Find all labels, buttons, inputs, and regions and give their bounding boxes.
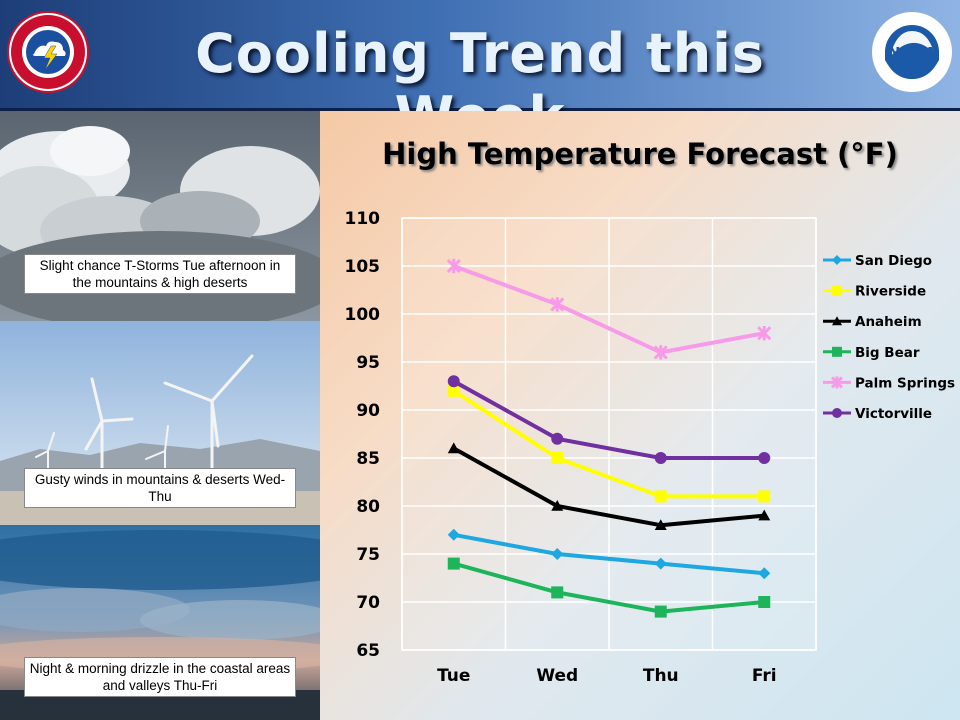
x-tick-label: Wed	[536, 666, 578, 686]
data-point-anaheim	[654, 519, 667, 530]
noaa-logo: NOAA	[872, 12, 952, 92]
data-point-san-diego	[654, 557, 667, 570]
chart-panel: High Temperature Forecast (°F) 110 105 100…	[320, 111, 960, 720]
y-tick-label: 100	[345, 305, 381, 325]
header-banner: Cooling Trend this Week NOAA	[0, 0, 960, 148]
y-tick-label: 90	[356, 401, 380, 421]
wind-caption: Gusty winds in mountains & deserts Wed-T…	[24, 468, 296, 508]
data-point-anaheim	[447, 442, 460, 454]
series-line-anaheim	[452, 446, 765, 528]
data-point-riverside	[551, 452, 564, 464]
y-tick-label: 95	[356, 353, 380, 373]
data-point-victorville	[447, 375, 460, 388]
data-point-riverside	[758, 490, 771, 503]
data-point-palm-springs	[550, 297, 565, 312]
legend-label-riverside: Riverside	[855, 284, 926, 300]
series-line-san-diego	[453, 532, 765, 576]
data-point-palm-springs	[446, 258, 461, 274]
y-tick-label: 105	[345, 257, 381, 277]
x-tick-label: Fri	[752, 666, 777, 686]
data-point-victorville	[654, 452, 667, 464]
data-point-big-bear	[654, 605, 667, 618]
data-point-palm-springs	[653, 345, 668, 360]
x-tick-label: Thu	[643, 666, 679, 686]
data-point-victorville	[551, 432, 564, 445]
legend-marker-palm-springs	[830, 376, 844, 389]
series-line-victorville	[452, 379, 765, 460]
data-point-anaheim	[551, 500, 564, 511]
y-tick-label: 85	[356, 449, 380, 469]
data-point-san-diego	[447, 528, 460, 541]
legend-marker-riverside	[832, 285, 842, 296]
data-point-victorville	[758, 452, 771, 464]
series-line-riverside	[452, 389, 765, 499]
drizzle-caption: Night & morning drizzle in the coastal a…	[24, 657, 296, 697]
data-point-big-bear	[447, 557, 460, 570]
y-tick-label: 110	[345, 209, 381, 229]
data-point-big-bear	[758, 596, 771, 608]
y-tick-label: 65	[356, 641, 380, 661]
y-tick-label: 80	[356, 497, 380, 517]
y-tick-label: 70	[356, 593, 380, 613]
legend-label-victorville: Victorville	[855, 406, 932, 422]
tstorm-caption: Slight chance T-Storms Tue afternoon in …	[24, 254, 296, 294]
x-tick-label: Tue	[437, 666, 470, 686]
chart-title: High Temperature Forecast (°F)	[382, 137, 898, 171]
legend-marker-victorville	[832, 408, 842, 418]
data-point-san-diego	[551, 548, 564, 560]
data-point-riverside	[654, 490, 667, 503]
legend-marker-anaheim	[832, 316, 842, 326]
noaa-logo-text: NOAA	[888, 44, 937, 62]
data-point-san-diego	[758, 567, 771, 580]
legend-label-anaheim: Anaheim	[855, 314, 922, 330]
weather-photo-panels: Slight chance T-Storms Tue afternoon in …	[0, 111, 320, 720]
legend-label-palm-springs: Palm Springs	[855, 375, 955, 391]
series-line-big-bear	[453, 561, 765, 614]
legend-label-san-diego: San Diego	[855, 253, 932, 269]
legend-marker-san-diego	[832, 255, 842, 265]
y-tick-label: 75	[356, 545, 380, 565]
series-line-palm-springs	[453, 264, 765, 355]
data-point-palm-springs	[757, 326, 772, 341]
temperature-line-chart: 110 105 100 95 90 85 80 75 70 65 Tue Wed Thu Fri San D…	[345, 209, 956, 686]
nws-logo	[7, 11, 89, 93]
legend-label-big-bear: Big Bear	[855, 345, 920, 361]
legend-marker-big-bear	[832, 346, 842, 357]
data-point-riverside	[447, 384, 460, 397]
data-point-anaheim	[758, 509, 771, 521]
data-point-big-bear	[551, 586, 564, 599]
